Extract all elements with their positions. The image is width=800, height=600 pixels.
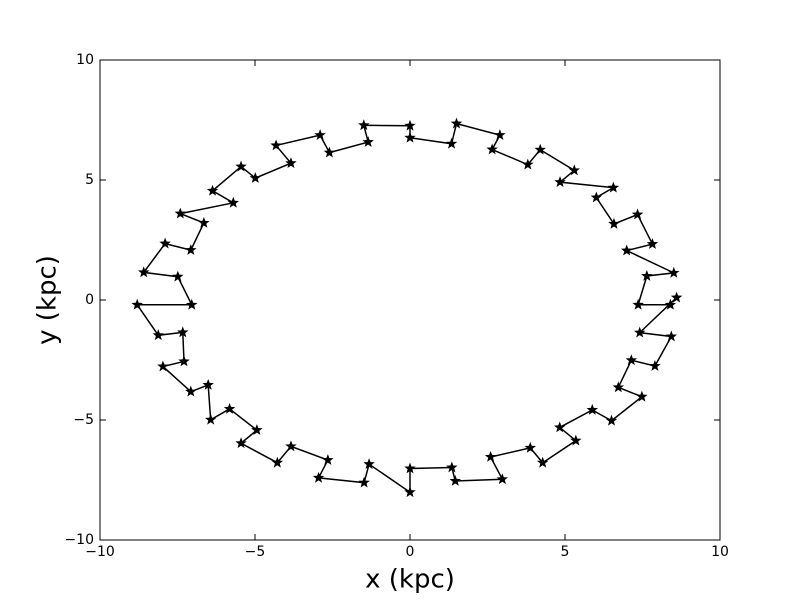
marker xyxy=(568,164,581,176)
marker xyxy=(227,196,240,208)
marker xyxy=(449,474,461,486)
y-tick-label: −5 xyxy=(73,412,94,428)
marker xyxy=(625,354,638,366)
marker xyxy=(605,414,618,426)
marker xyxy=(632,298,644,310)
marker xyxy=(202,378,214,390)
marker xyxy=(446,461,458,473)
x-tick-label: −10 xyxy=(85,544,115,560)
x-axis-label: x (kpc) xyxy=(365,565,455,595)
marker xyxy=(608,217,620,229)
marker xyxy=(631,208,644,220)
marker xyxy=(665,330,678,342)
marker xyxy=(494,129,506,140)
marker xyxy=(322,454,334,465)
marker xyxy=(524,441,536,453)
marker xyxy=(285,157,297,169)
marker xyxy=(363,458,375,470)
marker xyxy=(484,450,497,462)
marker xyxy=(445,137,458,149)
marker xyxy=(536,456,549,468)
marker xyxy=(358,119,370,131)
marker xyxy=(607,181,620,193)
marker xyxy=(314,129,326,140)
marker xyxy=(636,390,648,402)
marker xyxy=(586,403,598,415)
y-tick-label: 5 xyxy=(85,172,94,188)
marker xyxy=(570,434,582,446)
marker xyxy=(646,238,659,249)
marker xyxy=(223,402,236,414)
marker xyxy=(152,329,164,341)
marker xyxy=(649,360,661,371)
marker xyxy=(664,298,677,310)
marker xyxy=(271,456,284,468)
marker xyxy=(174,207,186,219)
y-tick-label: −10 xyxy=(64,532,94,548)
y-axis-label: y (kpc) xyxy=(33,255,63,345)
marker xyxy=(634,326,646,338)
marker xyxy=(138,266,150,278)
marker xyxy=(554,176,566,188)
marker xyxy=(612,381,625,393)
marker xyxy=(554,421,566,433)
y-tick-label: 0 xyxy=(85,292,94,308)
marker xyxy=(323,146,336,158)
marker xyxy=(486,143,498,155)
marker xyxy=(270,139,282,151)
marker xyxy=(235,437,247,449)
marker xyxy=(157,360,169,372)
marker xyxy=(131,298,143,310)
marker xyxy=(186,298,198,310)
x-tick-label: 5 xyxy=(561,544,570,560)
marker xyxy=(312,471,325,483)
marker xyxy=(404,131,416,143)
marker xyxy=(159,237,171,249)
marker xyxy=(251,424,263,435)
y-tick-label: 10 xyxy=(76,52,94,68)
marker xyxy=(404,462,416,474)
marker xyxy=(641,270,653,281)
marker xyxy=(522,158,534,170)
marker xyxy=(172,270,184,282)
marker xyxy=(206,184,219,196)
marker xyxy=(249,172,262,183)
marker xyxy=(670,291,683,303)
marker xyxy=(496,473,509,485)
x-tick-label: −5 xyxy=(245,544,266,560)
marker xyxy=(178,355,190,367)
marker xyxy=(177,326,189,338)
marker xyxy=(198,216,210,228)
marker xyxy=(620,244,633,256)
marker xyxy=(362,136,374,147)
marker xyxy=(668,266,680,278)
marker xyxy=(590,191,603,203)
marker xyxy=(235,160,247,172)
marker xyxy=(204,413,217,425)
marker xyxy=(404,119,416,131)
marker xyxy=(404,486,416,498)
marker xyxy=(185,244,197,255)
marker xyxy=(450,117,463,129)
x-tick-label: 10 xyxy=(711,544,729,560)
x-tick-label: 0 xyxy=(406,544,415,560)
plot-frame xyxy=(99,59,721,541)
marker xyxy=(534,143,546,155)
marker xyxy=(285,440,297,452)
marker xyxy=(185,385,197,397)
marker xyxy=(358,476,370,488)
